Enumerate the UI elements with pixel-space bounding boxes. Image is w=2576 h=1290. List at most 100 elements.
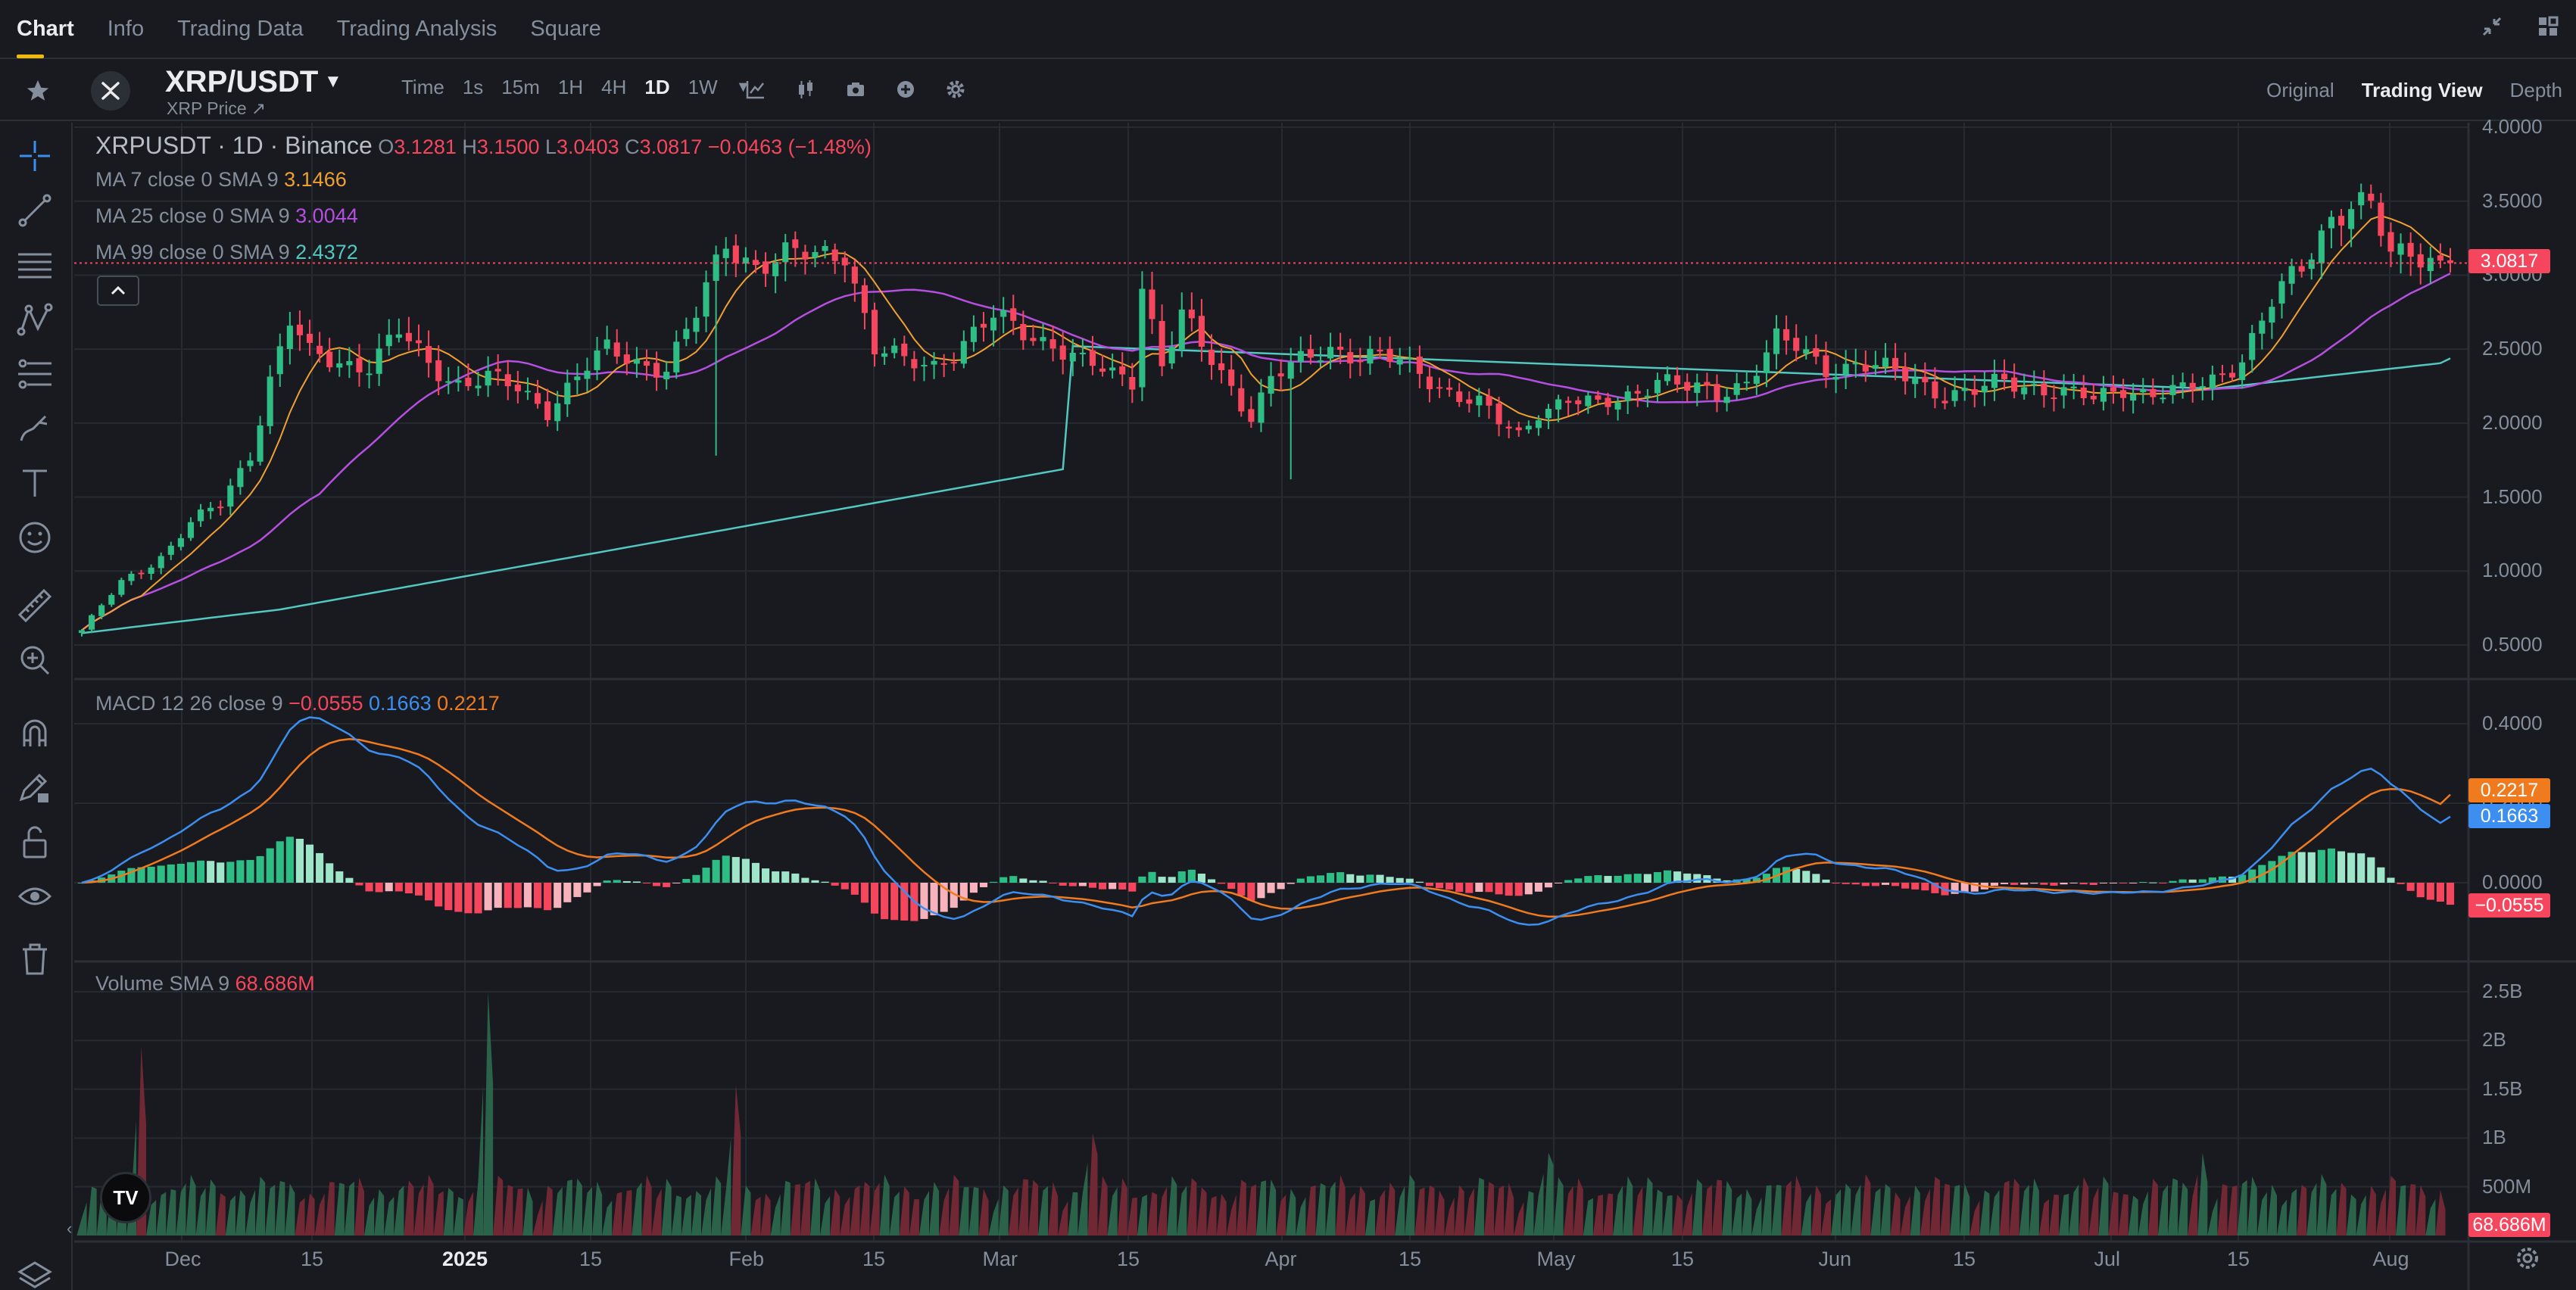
candle [455, 380, 462, 383]
macd-histogram-bar [414, 883, 423, 896]
tab-info[interactable]: Info [107, 16, 145, 41]
volume-bar [1939, 1183, 1951, 1235]
view-trading-view[interactable]: Trading View [2361, 79, 2483, 101]
tab-square[interactable]: Square [530, 16, 601, 41]
settings-gear-icon[interactable] [2512, 1243, 2544, 1275]
macd-histogram-bar [1495, 883, 1503, 895]
interval-time[interactable]: Time [401, 76, 444, 98]
volume-bar [2435, 1189, 2446, 1235]
legend-title: XRPUSDT · 1D · Binance [95, 132, 373, 159]
interval-4h[interactable]: 4H [601, 76, 627, 98]
volume-bar [2425, 1198, 2436, 1235]
ma7-line [81, 215, 2451, 631]
interval-1d[interactable]: 1D [644, 76, 670, 98]
macd-histogram-bar [1673, 871, 1682, 883]
interval-15m[interactable]: 15m [501, 76, 540, 98]
candle [2387, 232, 2394, 252]
fib-icon[interactable] [15, 354, 55, 394]
pattern-icon[interactable] [15, 300, 55, 339]
interval-1w[interactable]: 1W [688, 76, 718, 98]
candle [1416, 357, 1423, 374]
eye-icon[interactable] [15, 877, 55, 916]
layers-icon[interactable] [15, 1255, 55, 1290]
trash-icon[interactable] [15, 939, 55, 978]
macd-histogram-bar [1802, 871, 1810, 883]
trend-line-icon[interactable] [15, 191, 55, 230]
brush-icon[interactable] [15, 409, 55, 448]
volume-bar [1602, 1193, 1614, 1235]
collapse-icon[interactable] [2479, 14, 2505, 39]
candle [2249, 332, 2256, 360]
candle [564, 382, 571, 405]
favorite-star-icon[interactable] [21, 74, 55, 108]
candle [1684, 382, 1691, 391]
settings-gear-icon[interactable] [942, 76, 969, 103]
volume-bar [245, 1189, 256, 1235]
candle [1922, 376, 1929, 382]
volume-bar [1999, 1180, 2010, 1235]
view-original[interactable]: Original [2266, 79, 2334, 101]
date-axis-label: Mar [982, 1248, 1018, 1270]
volume-bar [1266, 1179, 1277, 1235]
macd-histogram-bar [2288, 852, 2296, 883]
volume-bar [2147, 1179, 2158, 1235]
candle [2427, 257, 2434, 272]
chart-area[interactable] [74, 123, 2576, 1290]
legend-high: 3.1500 [476, 136, 540, 158]
candle [1872, 365, 1879, 369]
candle [2150, 388, 2157, 397]
macd-histogram-bar [682, 878, 691, 883]
magnet-icon[interactable] [15, 713, 55, 752]
ruler-icon[interactable] [15, 586, 55, 625]
macd-histogram-bar [1861, 883, 1870, 886]
indicator-icon[interactable] [742, 76, 769, 103]
tab-trading-data[interactable]: Trading Data [177, 16, 304, 41]
emoji-icon[interactable] [15, 518, 55, 557]
tab-trading-analysis[interactable]: Trading Analysis [336, 16, 497, 41]
scroll-left-icon[interactable]: ‹ [67, 1219, 73, 1238]
candle [2140, 388, 2147, 393]
tradingview-logo-icon[interactable]: TV [100, 1172, 151, 1223]
volume-bar [2365, 1186, 2376, 1235]
add-icon[interactable] [892, 76, 919, 103]
candle [1505, 426, 1512, 429]
crosshair-icon[interactable] [15, 136, 55, 176]
lock-icon[interactable] [15, 822, 55, 862]
camera-icon[interactable] [842, 76, 869, 103]
pencil-lock-icon[interactable] [15, 768, 55, 807]
volume-bar [1504, 1182, 1514, 1235]
symbol-dropdown-icon[interactable]: ▼ [324, 71, 342, 92]
horizontal-lines-icon[interactable] [15, 245, 55, 285]
candle [792, 239, 799, 248]
macd-histogram-bar [395, 883, 403, 892]
symbol-subtitle-link[interactable]: XRP Price ↗ [167, 98, 267, 118]
volume-bar [1950, 1185, 1960, 1235]
chart-canvas[interactable] [74, 123, 2576, 1290]
candle [1030, 338, 1037, 341]
layout-grid-icon[interactable] [2535, 14, 2561, 39]
view-depth[interactable]: Depth [2509, 79, 2562, 101]
candle [732, 245, 739, 263]
chart-type-icon[interactable] [792, 76, 819, 103]
volume-bar [1107, 1187, 1118, 1235]
text-icon[interactable] [15, 463, 55, 503]
volume-bar [1682, 1192, 1692, 1235]
legend-collapse-button[interactable] [97, 276, 139, 306]
macd-histogram-bar [1000, 877, 1008, 883]
zoom-in-icon[interactable] [15, 640, 55, 680]
volume-bar [1613, 1185, 1623, 1235]
volume-bar [1255, 1180, 1266, 1235]
interval-1s[interactable]: 1s [462, 76, 484, 98]
macd-histogram-bar [653, 883, 661, 886]
volume-bar [265, 1184, 276, 1235]
candle [1109, 367, 1116, 371]
candle [2447, 260, 2454, 263]
symbol-title[interactable]: XRP/USDT [165, 65, 319, 98]
tab-chart[interactable]: Chart [0, 0, 91, 58]
date-axis-label: 15 [1671, 1248, 1695, 1270]
macd-histogram-bar [1247, 883, 1255, 901]
volume-bar [1276, 1195, 1286, 1235]
macd-histogram-bar [1098, 883, 1107, 890]
volume-bar [1127, 1197, 1137, 1235]
interval-1h[interactable]: 1H [557, 76, 584, 98]
